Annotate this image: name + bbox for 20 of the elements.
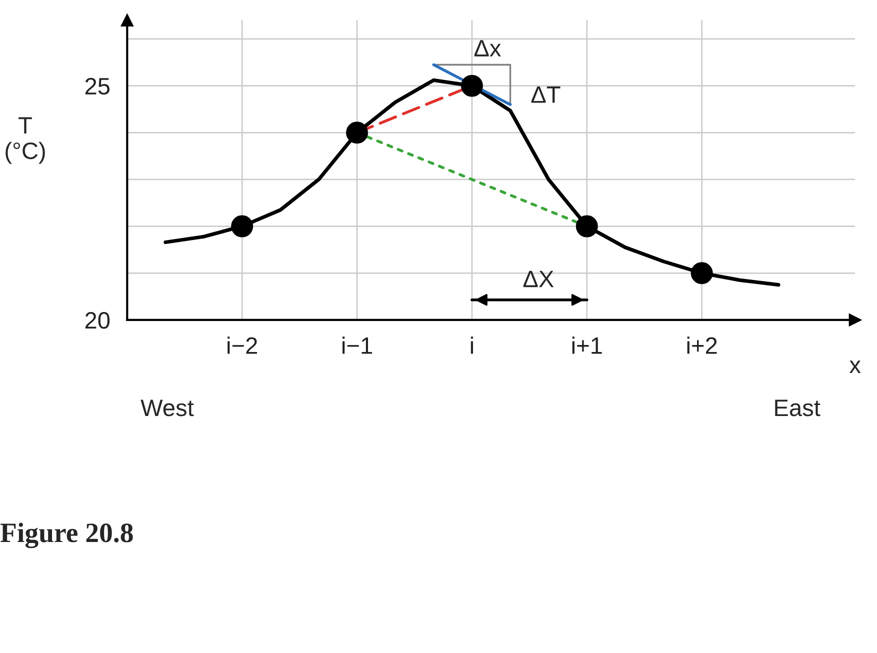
caption: Figure 20.8	[0, 522, 133, 548]
text: West	[140, 400, 194, 416]
point	[346, 122, 368, 144]
annotation: Δx	[474, 40, 502, 56]
point	[231, 215, 254, 238]
x-axis-title: x	[849, 360, 861, 374]
point	[460, 74, 483, 97]
annotation: ΔX	[523, 270, 554, 288]
x-tick-label: i+1	[572, 336, 602, 354]
y-tick-label: 25	[85, 78, 110, 95]
x-tick-label: i+2	[687, 336, 717, 354]
annotation: ΔT	[531, 86, 560, 103]
y-tick-label: 20	[85, 312, 110, 329]
point	[690, 262, 713, 284]
x-tick-label: i	[470, 336, 473, 354]
y-axis-title: T (°C)	[6, 117, 45, 164]
x-tick-label: i−1	[342, 336, 372, 354]
x-tick-label: i−2	[228, 336, 257, 354]
point	[576, 215, 598, 238]
text: East	[775, 400, 820, 416]
